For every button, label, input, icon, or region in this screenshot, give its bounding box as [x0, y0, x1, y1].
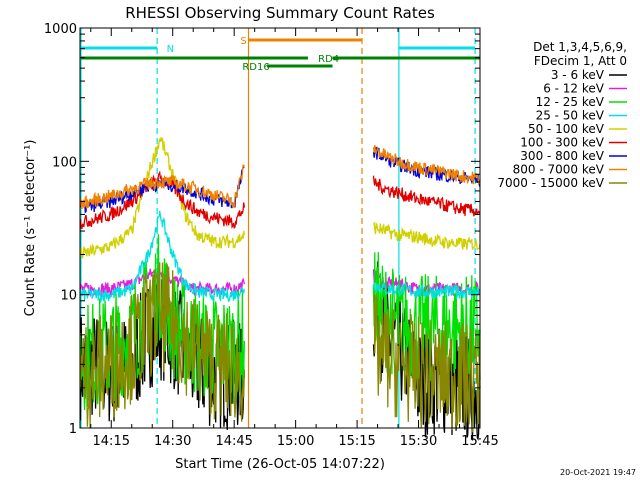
plot-area: N S RD4 RD16 — [79, 28, 481, 441]
render-timestamp: 20-Oct-2021 19:47 — [560, 468, 636, 477]
flag-label-rd16: RD16 — [242, 62, 269, 73]
x-tick-label-3: 14:45 — [215, 434, 252, 449]
chart-title: RHESSI Observing Summary Count Rates — [125, 4, 435, 22]
y-tick-label-2: 10 — [60, 289, 77, 304]
series-line-4 — [79, 210, 481, 304]
legend-header-line-2: FDecim 1, Att 0 — [534, 54, 627, 68]
series-line-9 — [79, 262, 481, 433]
legend-header-line-1: Det 1,3,4,5,6,9, — [533, 40, 627, 54]
y-tick-label-1: 1 — [69, 422, 77, 437]
plot-frame — [79, 27, 481, 429]
x-tick-label-4: 15:00 — [277, 434, 314, 449]
flag-label-s: S — [240, 36, 246, 47]
y-axis-label: Count Rate (s⁻¹ detector⁻¹) — [23, 140, 38, 317]
x-tick-label-7: 15:45 — [461, 434, 498, 449]
x-tick-label-2: 14:30 — [154, 434, 191, 449]
x-tick-label-1: 14:15 — [93, 434, 130, 449]
legend-label-1: 3 - 6 keV — [551, 68, 605, 82]
legend-label-2: 6 - 12 keV — [543, 82, 605, 96]
legend-label-3: 12 - 25 keV — [536, 95, 605, 109]
x-tick-label-6: 15:30 — [400, 434, 437, 449]
axes: 14:15 14:30 14:45 15:00 15:15 15:30 15:45 1 10 10… — [44, 22, 499, 449]
legend-label-5: 50 - 100 keV — [528, 122, 605, 136]
flag-label-n: N — [167, 44, 174, 55]
x-tick-label-5: 15:15 — [338, 434, 375, 449]
legend-label-7: 300 - 800 keV — [520, 149, 604, 163]
y-tick-label-3: 100 — [52, 155, 77, 170]
legend-label-6: 100 - 300 keV — [520, 136, 604, 150]
legend: Det 1,3,4,5,6,9, FDecim 1, Att 0 3 - 6 k… — [497, 40, 627, 190]
y-tick-label-4: 1000 — [44, 22, 77, 37]
series-line-8 — [79, 145, 481, 209]
legend-label-4: 25 - 50 keV — [536, 109, 605, 123]
flag-label-rd4: RD4 — [318, 54, 339, 65]
series-line-5 — [79, 137, 481, 259]
x-axis-label: Start Time (26-Oct-05 14:07:22) — [175, 457, 385, 472]
legend-label-9: 7000 - 15000 keV — [497, 176, 604, 190]
legend-label-8: 800 - 7000 keV — [513, 163, 605, 177]
